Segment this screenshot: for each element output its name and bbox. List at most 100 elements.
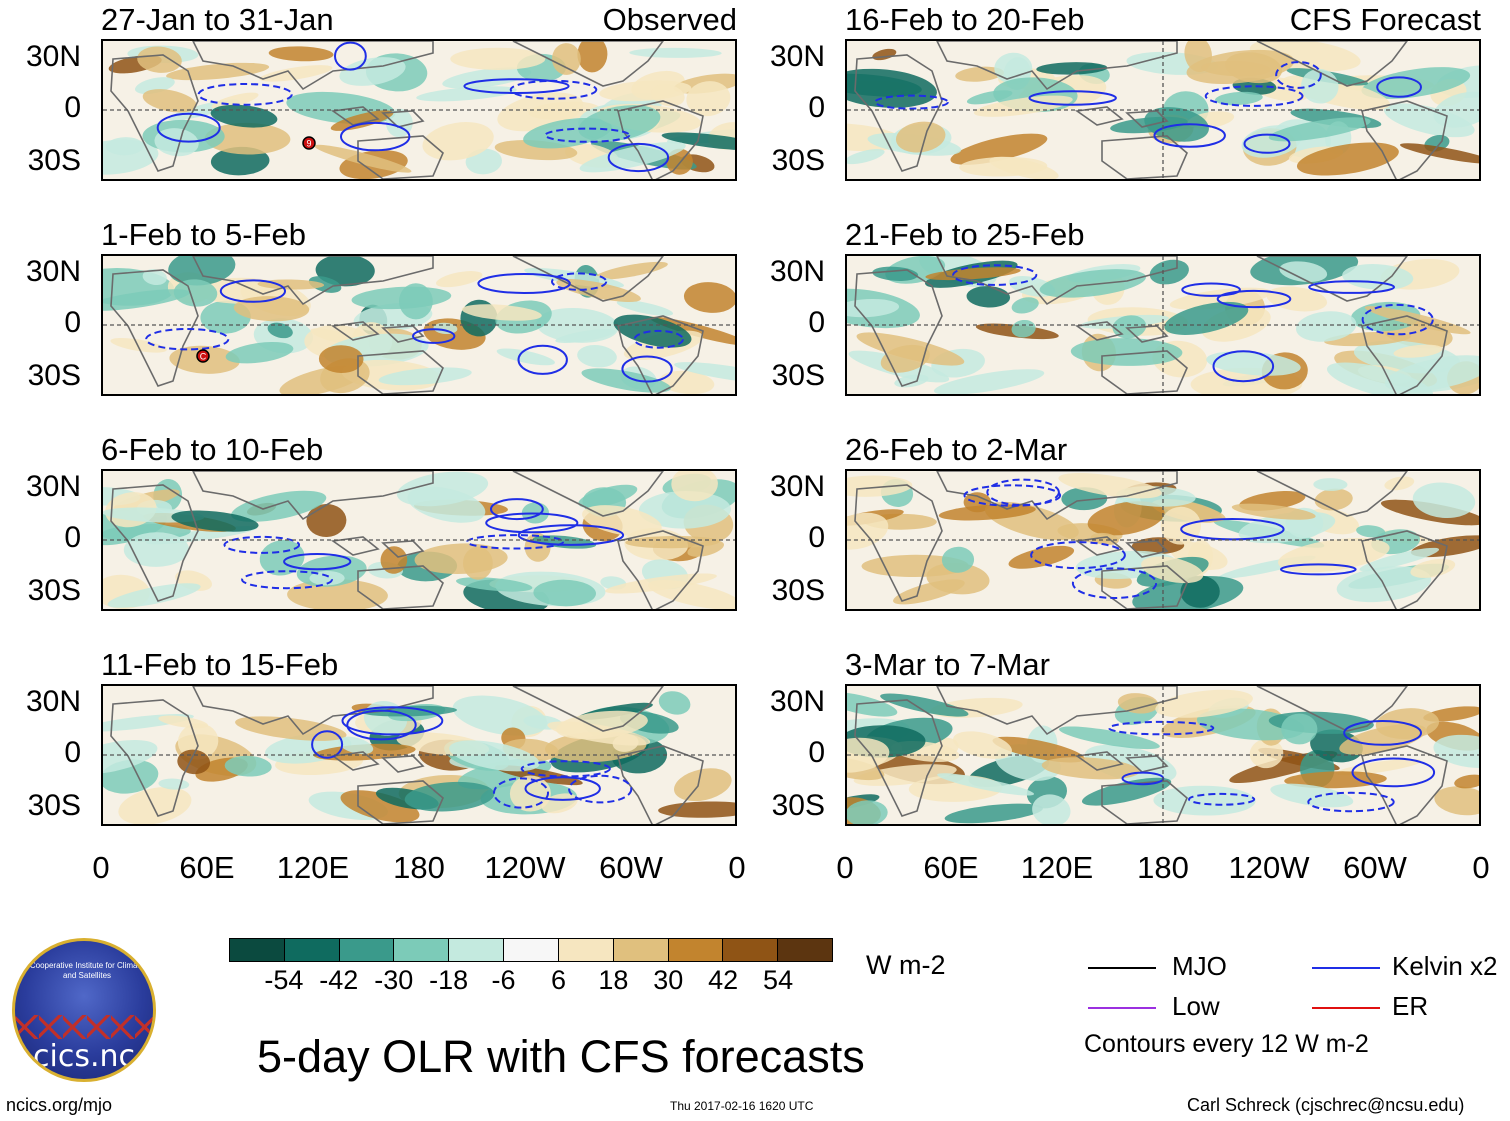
negative-olr-anomaly — [937, 773, 1035, 796]
latitude-label: 30N — [769, 40, 825, 73]
colorbar-swatch — [558, 939, 614, 961]
kelvin-wave-contour — [197, 83, 293, 106]
longitude-label: 120E — [1020, 850, 1094, 885]
kelvin-wave-contour — [952, 264, 1038, 286]
continent-outline — [1101, 350, 1188, 394]
kelvin-wave-contour — [477, 273, 571, 294]
negative-olr-anomaly — [1070, 338, 1183, 366]
kelvin-wave-contour — [311, 730, 344, 759]
latitude-label: 0 — [808, 521, 825, 554]
positive-olr-anomaly — [955, 66, 1004, 82]
positive-olr-anomaly — [1423, 706, 1479, 722]
positive-olr-anomaly — [674, 768, 732, 802]
negative-olr-anomaly — [1361, 67, 1471, 99]
continent-outline — [1256, 41, 1408, 87]
negative-olr-anomaly — [1149, 259, 1189, 285]
positive-olr-anomaly — [380, 546, 408, 574]
continent-outline — [1125, 540, 1169, 558]
negative-olr-anomaly — [847, 149, 885, 165]
panel-title: 21-Feb to 25-Feb — [845, 217, 1085, 252]
continent-outline — [854, 699, 943, 817]
continent-outline — [357, 350, 444, 394]
colorbar-label: -6 — [491, 965, 516, 995]
positive-olr-anomaly — [1090, 532, 1119, 546]
colorbar-swatch — [723, 939, 779, 961]
positive-olr-anomaly — [577, 41, 608, 73]
positive-olr-anomaly — [1186, 49, 1295, 84]
positive-olr-anomaly — [1117, 693, 1159, 714]
positive-olr-anomaly — [330, 110, 394, 131]
positive-olr-anomaly — [605, 573, 717, 594]
latitude-label: 30N — [769, 470, 825, 503]
continent-outline — [1074, 751, 1124, 771]
olr-map-panel — [101, 469, 737, 611]
continent-outline — [936, 256, 1178, 306]
negative-olr-anomaly — [578, 105, 661, 142]
kelvin-wave-contour — [283, 553, 352, 571]
legend-swatch — [1088, 967, 1156, 969]
longitude-label: 60E — [179, 850, 235, 885]
negative-olr-anomaly — [536, 307, 619, 343]
observed-label: Observed — [602, 2, 737, 37]
contour-note: Contours every 12 W m-2 — [1084, 1030, 1369, 1058]
negative-olr-anomaly — [1206, 351, 1301, 376]
kelvin-wave-contour — [412, 328, 456, 344]
latitude-label: 30S — [27, 359, 81, 392]
kelvin-wave-contour — [1153, 123, 1226, 148]
positive-olr-anomaly — [551, 43, 581, 75]
positive-olr-anomaly — [462, 546, 493, 580]
negative-olr-anomaly — [1032, 794, 1071, 824]
colorbar-label: 6 — [550, 965, 566, 995]
kelvin-wave-contour — [1361, 303, 1434, 336]
olr-anomaly-field — [103, 471, 735, 609]
negative-olr-anomaly — [105, 137, 144, 156]
positive-olr-anomaly — [686, 81, 731, 117]
colorbar-swatch — [613, 939, 669, 961]
negative-olr-anomaly — [452, 695, 548, 736]
colorbar-label: -54 — [264, 965, 304, 995]
kelvin-wave-contour — [334, 41, 367, 71]
negative-olr-anomaly — [442, 67, 532, 89]
positive-olr-anomaly — [687, 540, 725, 557]
kelvin-wave-contour — [493, 777, 549, 809]
negative-olr-anomaly — [338, 736, 374, 755]
positive-olr-anomaly — [1087, 501, 1165, 536]
kelvin-wave-contour — [1280, 563, 1357, 576]
colorbar-units: W m-2 — [866, 950, 946, 980]
longitude-label: 180 — [393, 850, 445, 885]
logo-mountains — [15, 1015, 153, 1039]
olr-map-panel — [845, 684, 1481, 826]
panel-title: 27-Jan to 31-Jan — [101, 2, 334, 37]
latitude-label: 30S — [771, 789, 825, 822]
kelvin-wave-contour — [223, 535, 301, 554]
positive-olr-anomaly — [847, 737, 890, 773]
colorbar-swatch — [230, 939, 285, 961]
negative-olr-anomaly — [1268, 117, 1371, 142]
colorbar-swatch — [284, 939, 340, 961]
positive-olr-anomaly — [950, 133, 1048, 165]
footer-author: Carl Schreck (cjschrec@ncsu.edu) — [1187, 1095, 1465, 1115]
positive-olr-anomaly — [268, 46, 334, 62]
colorbar-label: 18 — [598, 965, 629, 995]
continent-outline — [617, 315, 704, 394]
positive-olr-anomaly — [1400, 143, 1479, 164]
colorbar-label: -30 — [374, 965, 414, 995]
positive-olr-anomaly — [1284, 771, 1387, 789]
negative-olr-anomaly — [638, 490, 731, 529]
continent-outline — [1361, 745, 1448, 824]
continent-outline — [381, 755, 425, 773]
kelvin-wave-contour — [1030, 541, 1126, 570]
continent-outline — [617, 530, 704, 609]
panel-title: 26-Feb to 2-Mar — [845, 432, 1068, 467]
continent-outline — [330, 106, 380, 126]
kelvin-wave-contour — [219, 279, 286, 303]
latitude-label: 0 — [64, 306, 81, 339]
continent-outline — [192, 41, 434, 91]
latitude-label: 30N — [769, 255, 825, 288]
positive-olr-anomaly — [1155, 689, 1253, 718]
olr-anomaly-field — [847, 256, 1479, 394]
olr-map-panel — [845, 254, 1481, 396]
kelvin-wave-contour — [340, 121, 411, 152]
continent-outline — [330, 536, 380, 556]
continent-outline — [1074, 106, 1124, 126]
